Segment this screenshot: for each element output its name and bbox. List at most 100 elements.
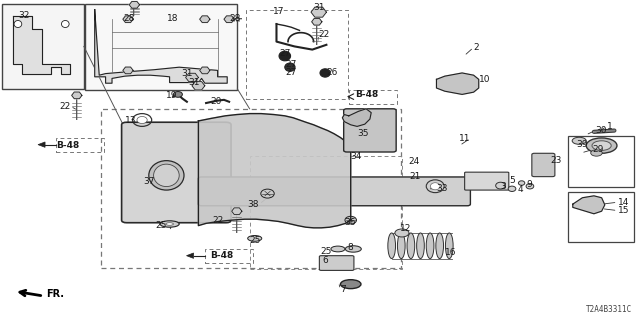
Ellipse shape: [426, 233, 434, 259]
Ellipse shape: [526, 184, 534, 189]
Ellipse shape: [285, 63, 295, 71]
Bar: [2, 4, 84, 89]
FancyBboxPatch shape: [122, 122, 231, 223]
FancyBboxPatch shape: [465, 172, 509, 190]
Ellipse shape: [340, 280, 361, 289]
Text: 38: 38: [248, 200, 259, 209]
Ellipse shape: [137, 116, 147, 124]
Polygon shape: [573, 196, 605, 214]
Polygon shape: [72, 92, 82, 99]
Text: 23: 23: [550, 156, 562, 165]
Text: 16: 16: [445, 248, 456, 257]
Ellipse shape: [331, 246, 345, 252]
Ellipse shape: [395, 229, 409, 237]
Ellipse shape: [279, 51, 291, 61]
Text: 31: 31: [182, 69, 193, 78]
Polygon shape: [200, 16, 210, 22]
Text: 14: 14: [618, 198, 629, 207]
Ellipse shape: [586, 138, 617, 153]
FancyBboxPatch shape: [319, 256, 354, 270]
Bar: [250, 156, 402, 269]
Text: 8: 8: [347, 244, 353, 252]
Polygon shape: [186, 253, 193, 258]
Polygon shape: [38, 142, 45, 147]
FancyBboxPatch shape: [198, 177, 470, 206]
Text: 26: 26: [326, 68, 338, 77]
Ellipse shape: [431, 183, 440, 190]
Ellipse shape: [320, 69, 330, 77]
Ellipse shape: [388, 233, 396, 259]
Text: 24: 24: [408, 157, 420, 166]
Polygon shape: [200, 67, 210, 74]
Polygon shape: [311, 7, 326, 17]
Text: 34: 34: [351, 152, 362, 161]
Text: 25: 25: [155, 221, 166, 230]
Bar: [101, 109, 401, 268]
Text: 3: 3: [500, 182, 506, 191]
Ellipse shape: [14, 20, 22, 28]
Text: 37: 37: [143, 177, 155, 186]
Ellipse shape: [261, 189, 275, 198]
Ellipse shape: [160, 221, 179, 227]
Text: 28: 28: [230, 14, 241, 23]
Text: B-48: B-48: [210, 252, 233, 260]
Text: B-48: B-48: [56, 141, 79, 150]
Text: 7: 7: [340, 285, 346, 294]
Polygon shape: [123, 16, 133, 22]
Polygon shape: [232, 208, 242, 214]
Text: 30: 30: [595, 126, 607, 135]
Text: 22: 22: [59, 102, 70, 111]
Ellipse shape: [445, 233, 453, 259]
Text: 5: 5: [509, 176, 515, 185]
Text: 39: 39: [576, 140, 588, 149]
Text: 6: 6: [322, 256, 328, 265]
Bar: [568, 136, 634, 187]
Text: 9: 9: [526, 180, 532, 189]
Polygon shape: [129, 2, 140, 8]
Text: 22: 22: [319, 30, 330, 39]
Polygon shape: [13, 16, 70, 74]
Polygon shape: [192, 82, 205, 90]
Text: 17: 17: [273, 7, 284, 16]
Text: 18: 18: [167, 14, 179, 23]
Ellipse shape: [518, 181, 525, 185]
Bar: [568, 192, 634, 242]
Ellipse shape: [508, 186, 516, 191]
Ellipse shape: [61, 20, 69, 28]
Ellipse shape: [572, 137, 586, 144]
Ellipse shape: [154, 164, 179, 187]
Ellipse shape: [173, 92, 182, 97]
Ellipse shape: [591, 150, 602, 156]
Text: 21: 21: [410, 172, 421, 181]
Ellipse shape: [248, 236, 262, 241]
Text: 2: 2: [474, 43, 479, 52]
Ellipse shape: [592, 141, 611, 150]
Polygon shape: [95, 10, 227, 83]
Text: 4: 4: [517, 185, 523, 194]
Text: 22: 22: [212, 216, 224, 225]
Ellipse shape: [417, 233, 424, 259]
Bar: [205, 249, 253, 263]
Text: 25: 25: [250, 236, 261, 245]
Ellipse shape: [345, 216, 356, 224]
Text: 25: 25: [320, 247, 332, 256]
Ellipse shape: [149, 161, 184, 190]
Text: 12: 12: [400, 224, 412, 233]
Bar: [56, 138, 104, 152]
Text: 36: 36: [344, 218, 356, 227]
Text: B-48: B-48: [355, 90, 378, 99]
Text: T2A4B3311C: T2A4B3311C: [586, 305, 632, 314]
Bar: [85, 4, 237, 90]
Text: 20: 20: [210, 97, 221, 106]
Text: 27: 27: [279, 49, 291, 58]
Text: FR.: FR.: [46, 289, 64, 300]
Ellipse shape: [346, 246, 362, 252]
Polygon shape: [198, 114, 351, 228]
Bar: [349, 90, 397, 104]
Polygon shape: [312, 19, 322, 25]
Text: 31: 31: [188, 78, 200, 87]
Bar: [246, 10, 348, 99]
Polygon shape: [123, 67, 133, 74]
FancyBboxPatch shape: [532, 153, 555, 177]
Text: 11: 11: [459, 134, 470, 143]
